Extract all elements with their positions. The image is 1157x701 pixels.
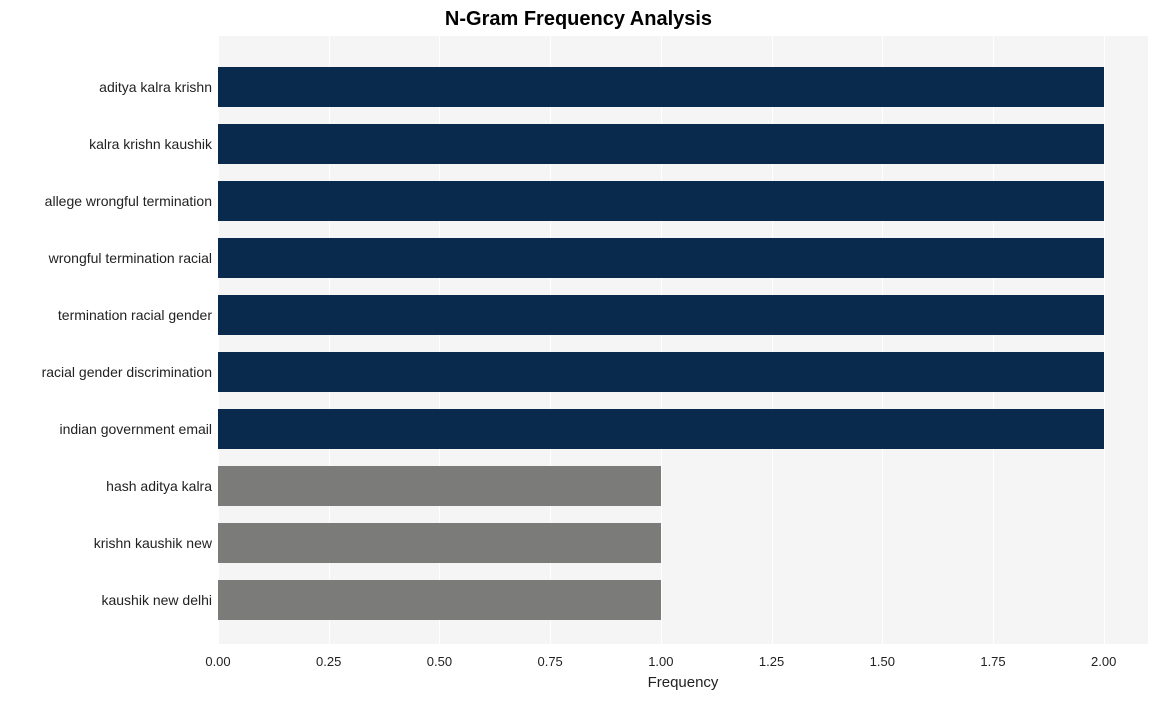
y-tick-label: termination racial gender — [58, 307, 212, 323]
x-tick-label: 0.75 — [537, 654, 562, 669]
bar-row — [218, 67, 1148, 107]
x-axis-label: Frequency — [218, 674, 1148, 691]
chart-title: N-Gram Frequency Analysis — [0, 8, 1157, 31]
bar-row — [218, 238, 1148, 278]
bar-row — [218, 523, 1148, 563]
x-tick-label: 1.25 — [759, 654, 784, 669]
y-tick-label: allege wrongful termination — [45, 193, 212, 209]
x-tick-label: 1.50 — [870, 654, 895, 669]
bar — [218, 238, 1104, 278]
plot-area — [218, 36, 1148, 644]
bar-row — [218, 580, 1148, 620]
bar — [218, 466, 661, 506]
bar-row — [218, 409, 1148, 449]
x-tick-label: 1.00 — [648, 654, 673, 669]
bar-row — [218, 466, 1148, 506]
x-tick-label: 0.50 — [427, 654, 452, 669]
bar-row — [218, 352, 1148, 392]
y-tick-label: racial gender discrimination — [42, 364, 212, 380]
x-tick-label: 2.00 — [1091, 654, 1116, 669]
ngram-chart: N-Gram Frequency Analysis aditya kalra k… — [0, 0, 1157, 701]
y-tick-label: hash aditya kalra — [106, 478, 212, 494]
bar — [218, 124, 1104, 164]
y-tick-label: kalra krishn kaushik — [89, 136, 212, 152]
y-tick-label: aditya kalra krishn — [99, 79, 212, 95]
y-tick-label: indian government email — [59, 421, 212, 437]
y-tick-label: wrongful termination racial — [49, 250, 212, 266]
bar — [218, 580, 661, 620]
x-tick-label: 1.75 — [980, 654, 1005, 669]
bar-row — [218, 124, 1148, 164]
bar — [218, 409, 1104, 449]
bar-row — [218, 181, 1148, 221]
y-tick-label: kaushik new delhi — [101, 592, 212, 608]
bar-row — [218, 295, 1148, 335]
bar — [218, 181, 1104, 221]
bar — [218, 523, 661, 563]
bar — [218, 67, 1104, 107]
x-tick-label: 0.00 — [205, 654, 230, 669]
bar — [218, 295, 1104, 335]
bars — [218, 36, 1148, 644]
y-tick-label: krishn kaushik new — [94, 535, 212, 551]
bar — [218, 352, 1104, 392]
y-axis-labels: aditya kalra krishn kalra krishn kaushik a… — [0, 36, 212, 644]
x-tick-label: 0.25 — [316, 654, 341, 669]
x-axis-ticks: 0.000.250.500.751.001.251.501.752.00 — [218, 648, 1148, 672]
